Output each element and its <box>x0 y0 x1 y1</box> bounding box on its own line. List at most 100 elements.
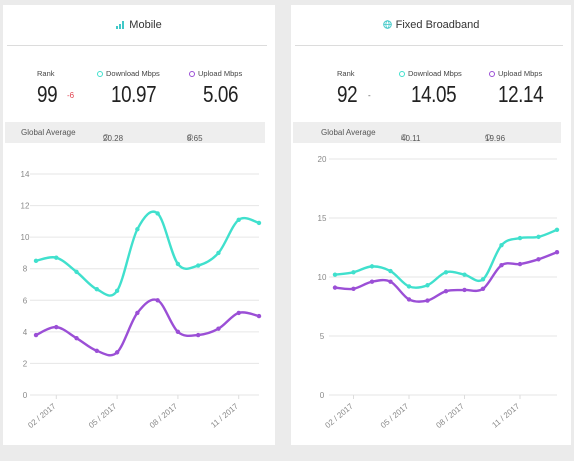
mobile-panel: Mobile Rank 99 -6 Download Mbps 10.97 Up… <box>3 5 275 445</box>
data-point <box>536 257 541 262</box>
data-point <box>406 297 412 302</box>
data-point <box>554 250 560 255</box>
data-point <box>536 234 541 240</box>
data-point <box>54 255 59 260</box>
data-point <box>114 350 120 355</box>
data-point <box>517 261 523 267</box>
y-tick-label: 20 <box>318 155 327 164</box>
upload-label: Upload Mbps <box>189 69 242 78</box>
data-point <box>216 250 221 256</box>
y-tick-label: 0 <box>320 391 325 400</box>
y-tick-label: 15 <box>318 214 327 223</box>
data-point <box>114 288 120 294</box>
download-value: 10.97 <box>111 81 157 107</box>
rank-change: - <box>368 91 371 100</box>
data-point <box>462 272 467 277</box>
y-tick-label: 12 <box>21 202 30 211</box>
data-point <box>425 298 430 303</box>
x-tick-label: 08 / 2017 <box>434 401 466 430</box>
data-point <box>499 242 504 248</box>
download-dot-icon <box>97 71 103 77</box>
data-point <box>236 217 241 222</box>
globe-icon <box>382 20 392 32</box>
fixed-line-chart: 0 5 10 15 20 02 / 2017 05 / 2017 08 / 2017 11 / … <box>318 155 560 430</box>
data-point <box>462 287 467 293</box>
x-tick-label: 02 / 2017 <box>323 401 355 430</box>
data-point <box>155 298 160 303</box>
data-point <box>195 332 201 338</box>
data-point <box>406 284 412 289</box>
data-point <box>135 227 140 232</box>
download-value: 14.05 <box>411 81 457 107</box>
y-tick-label: 14 <box>21 170 30 179</box>
download-label: Download Mbps <box>97 69 160 78</box>
x-tick-label: 05 / 2017 <box>87 401 119 430</box>
divider <box>7 45 267 46</box>
global-average-label: Global Average <box>21 128 76 137</box>
data-point <box>499 263 504 268</box>
data-point <box>155 211 160 216</box>
data-point <box>94 348 100 353</box>
data-point <box>332 272 338 277</box>
data-point <box>74 335 79 341</box>
x-tick-label: 05 / 2017 <box>379 401 411 430</box>
data-point <box>195 263 201 268</box>
y-tick-label: 4 <box>23 328 28 337</box>
download-label: Download Mbps <box>399 69 462 78</box>
data-point <box>216 326 221 331</box>
data-point <box>443 288 449 294</box>
fixed-panel-title: Fixed Broadband <box>291 19 571 32</box>
data-point <box>175 329 181 335</box>
data-point <box>236 310 241 316</box>
download-icon <box>103 134 109 140</box>
data-point <box>332 285 338 290</box>
upload-label: Upload Mbps <box>489 69 542 78</box>
data-point <box>256 220 262 226</box>
data-point <box>388 268 393 274</box>
rank-value: 92 <box>337 81 358 107</box>
upload-icon <box>485 134 491 140</box>
rank-label: Rank <box>337 69 355 78</box>
data-point <box>480 277 486 282</box>
data-point <box>554 227 560 232</box>
data-point <box>351 286 356 291</box>
rank-value: 99 <box>37 81 58 107</box>
data-point <box>94 287 100 292</box>
data-point <box>33 332 39 338</box>
upload-value: 5.06 <box>203 81 239 107</box>
download-dot-icon <box>399 71 405 77</box>
download-icon <box>401 134 407 140</box>
data-point <box>388 279 393 284</box>
series-line-download <box>333 228 559 289</box>
data-point <box>425 283 430 288</box>
x-tick-label: 02 / 2017 <box>26 401 58 430</box>
mobile-title-text: Mobile <box>129 19 162 31</box>
upload-dot-icon <box>189 71 195 77</box>
series-line-upload <box>34 298 261 357</box>
x-tick-label: 08 / 2017 <box>148 401 180 430</box>
data-point <box>443 270 449 275</box>
data-point <box>517 235 523 241</box>
mobile-line-chart: 0 2 4 6 8 10 12 14 02 / 2017 05 / 2017 08 / 2017 11… <box>21 170 262 430</box>
rank-label: Rank <box>37 69 55 78</box>
rank-change: -6 <box>67 91 75 100</box>
global-average-label: Global Average <box>321 128 376 137</box>
data-point <box>351 270 356 275</box>
global-average-bar: Global Average 20.28 8.65 <box>5 122 265 143</box>
data-point <box>256 313 262 319</box>
data-point <box>33 258 39 264</box>
y-tick-label: 6 <box>23 296 28 305</box>
data-point <box>369 279 375 284</box>
y-tick-label: 8 <box>23 265 28 274</box>
series-line-download <box>34 210 261 297</box>
data-point <box>175 261 181 267</box>
data-point <box>74 269 79 275</box>
y-tick-label: 10 <box>318 273 327 282</box>
x-tick-label: 11 / 2017 <box>490 401 521 429</box>
data-point <box>54 324 59 330</box>
divider <box>295 45 563 46</box>
fixed-broadband-panel: Fixed Broadband Rank 92 - Download Mbps … <box>291 5 571 445</box>
y-tick-label: 2 <box>23 359 28 368</box>
upload-dot-icon <box>489 71 495 77</box>
data-point <box>480 286 486 291</box>
